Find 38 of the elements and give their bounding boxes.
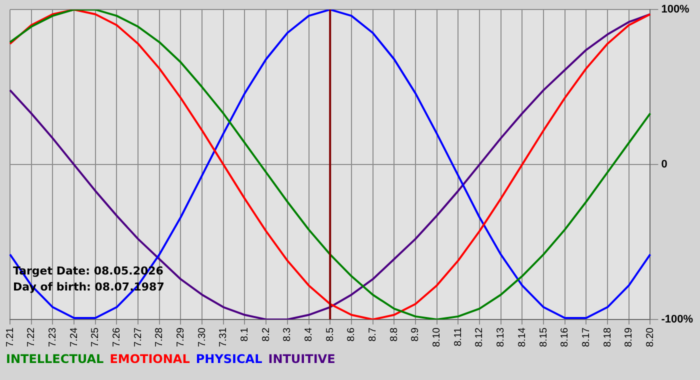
text: EMOTIONAL (110, 352, 190, 366)
x-tick-label: 7.24 (68, 327, 80, 348)
x-tick-label: 8.12 (474, 327, 486, 348)
x-tick-label: 7.29 (175, 327, 186, 348)
x-tick-label: 8.2 (260, 327, 272, 342)
x-tick-label: 8.4 (304, 327, 315, 342)
x-tick-label: 8.10 (432, 327, 443, 348)
x-tick-label: 8.20 (644, 327, 656, 348)
y-tick-label: -100% (661, 314, 694, 326)
x-tick-label: 8.9 (410, 327, 422, 342)
y-tick-label: 0 (661, 158, 668, 171)
x-tick-label: 7.26 (111, 327, 122, 348)
text: INTELLECTUAL (6, 352, 104, 366)
x-tick-label: 8.13 (496, 327, 507, 348)
x-tick-label: 8.1 (239, 327, 250, 342)
x-tick-label: 8.11 (452, 327, 464, 346)
x-tick-label: 7.21 (4, 327, 16, 348)
x-tick-label: 7.23 (47, 327, 58, 348)
x-tick-label: 8.7 (368, 327, 379, 342)
x-tick-label: 8.18 (602, 327, 614, 348)
y-tick-label: 100% (661, 4, 690, 16)
text: PHYSICAL (196, 352, 262, 366)
x-tick-label: 7.27 (132, 327, 144, 348)
x-tick-label: 8.19 (624, 327, 635, 348)
x-tick-label: 8.14 (516, 327, 528, 348)
x-tick-label: 7.22 (26, 327, 38, 348)
x-tick-label: 8.6 (346, 327, 358, 342)
x-tick-label: 8.5 (324, 327, 336, 342)
text: INTUITIVE (268, 352, 336, 366)
x-tick-label: 8.8 (388, 327, 400, 342)
x-tick-label: 7.30 (196, 327, 208, 348)
x-tick-label: 8.3 (282, 327, 294, 342)
x-tick-label: 8.15 (538, 327, 550, 348)
x-tick-label: 8.16 (560, 327, 571, 348)
x-tick-label: 7.31 (218, 327, 230, 348)
x-tick-label: 7.28 (154, 327, 166, 348)
x-tick-label: 7.25 (90, 327, 102, 348)
x-tick-label: 8.17 (580, 327, 592, 348)
